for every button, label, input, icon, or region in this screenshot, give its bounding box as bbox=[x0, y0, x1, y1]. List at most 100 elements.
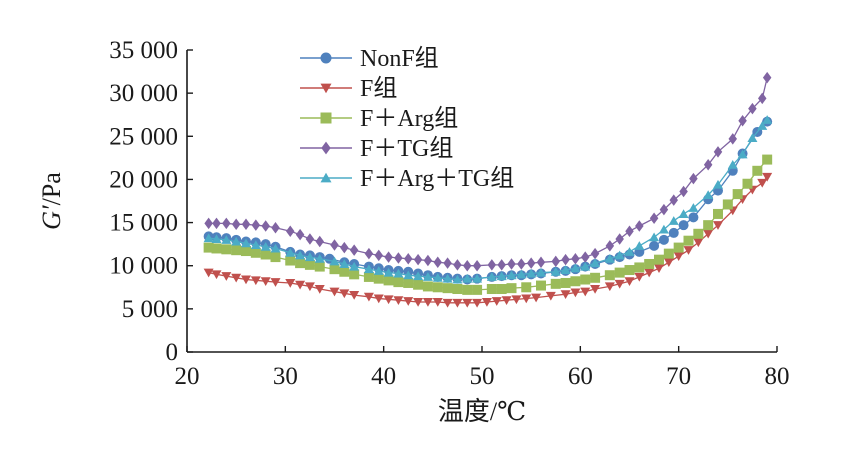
data-point bbox=[304, 282, 315, 292]
data-point bbox=[517, 258, 526, 270]
legend-entry: F＋Arg组 bbox=[300, 105, 458, 132]
data-point bbox=[673, 242, 684, 253]
data-point bbox=[624, 247, 635, 256]
data-point bbox=[349, 269, 360, 280]
data-point bbox=[590, 285, 601, 294]
x-tick-label: 30 bbox=[273, 363, 298, 390]
data-point bbox=[496, 284, 507, 295]
data-point bbox=[373, 294, 384, 304]
data-point bbox=[486, 284, 497, 295]
data-point bbox=[261, 220, 270, 232]
data-point bbox=[472, 298, 483, 308]
data-point bbox=[668, 227, 679, 238]
y-tick-label: 15 000 bbox=[109, 210, 178, 237]
data-point bbox=[678, 220, 689, 231]
data-point bbox=[393, 277, 404, 288]
data-point bbox=[285, 255, 296, 266]
data-point bbox=[422, 272, 433, 281]
data-point bbox=[260, 241, 271, 251]
data-point bbox=[211, 243, 222, 254]
data-point bbox=[713, 179, 723, 189]
data-point bbox=[521, 294, 532, 304]
data-point bbox=[757, 178, 768, 188]
legend-marker bbox=[320, 172, 332, 183]
data-point bbox=[349, 291, 360, 300]
data-point bbox=[251, 219, 261, 231]
data-point bbox=[443, 257, 452, 269]
data-point bbox=[231, 273, 242, 283]
data-point bbox=[614, 267, 625, 278]
data-point bbox=[305, 233, 315, 245]
legend-marker bbox=[320, 112, 332, 124]
data-point bbox=[271, 221, 280, 234]
data-point bbox=[762, 154, 773, 165]
data-point bbox=[453, 259, 462, 271]
series-3 bbox=[203, 154, 773, 295]
data-point bbox=[625, 225, 634, 237]
data-point bbox=[374, 249, 383, 262]
data-point bbox=[570, 276, 581, 287]
data-point bbox=[624, 265, 635, 276]
legend-entry: F＋TG组 bbox=[300, 135, 453, 162]
data-point bbox=[507, 258, 516, 270]
data-point bbox=[394, 252, 403, 264]
legend-entry: NonF组 bbox=[300, 45, 439, 72]
data-point bbox=[624, 277, 635, 286]
data-point bbox=[762, 172, 773, 182]
data-point bbox=[221, 244, 232, 255]
data-point bbox=[404, 253, 413, 265]
data-point bbox=[241, 238, 251, 248]
data-point bbox=[339, 266, 350, 277]
legend-label: NonF组 bbox=[360, 45, 439, 72]
data-point bbox=[260, 249, 271, 260]
data-point bbox=[231, 236, 242, 246]
legend: NonF组 F组 F＋Arg组 F＋TG组 F＋Arg＋TG组 bbox=[300, 45, 514, 192]
data-point bbox=[757, 121, 768, 130]
data-point bbox=[679, 185, 688, 198]
x-tick-label: 80 bbox=[765, 363, 790, 390]
data-point bbox=[363, 271, 374, 282]
data-point bbox=[212, 217, 221, 230]
data-point bbox=[304, 259, 315, 270]
data-point bbox=[231, 218, 241, 231]
data-point bbox=[506, 270, 517, 280]
data-point bbox=[668, 216, 679, 225]
legend-entry: F＋Arg＋TG组 bbox=[300, 165, 514, 192]
data-point bbox=[663, 248, 674, 259]
data-point bbox=[349, 244, 359, 256]
x-axis-label: 温度/℃ bbox=[438, 397, 526, 426]
data-point bbox=[604, 270, 615, 281]
data-point bbox=[654, 254, 664, 265]
data-point bbox=[570, 263, 581, 273]
data-point bbox=[703, 229, 714, 239]
data-point bbox=[732, 189, 743, 200]
data-point bbox=[472, 284, 483, 295]
data-point bbox=[496, 271, 507, 281]
data-point bbox=[728, 133, 737, 145]
data-point bbox=[491, 297, 502, 306]
data-point bbox=[295, 280, 306, 290]
data-point bbox=[614, 279, 625, 289]
data-point bbox=[526, 257, 536, 269]
data-point bbox=[762, 71, 772, 84]
data-point bbox=[384, 251, 393, 263]
data-point bbox=[678, 209, 689, 218]
data-point bbox=[340, 241, 349, 254]
data-point bbox=[688, 212, 699, 223]
data-point bbox=[614, 250, 625, 260]
data-point bbox=[713, 146, 723, 158]
x-tick-label: 50 bbox=[470, 363, 495, 390]
data-point bbox=[551, 255, 560, 268]
data-point bbox=[658, 234, 669, 245]
y-axis-label-symbol: G′ bbox=[37, 205, 66, 230]
data-point bbox=[221, 272, 232, 281]
data-point bbox=[314, 261, 325, 272]
y-tick-label: 5 000 bbox=[122, 296, 178, 323]
legend-entry: F组 bbox=[300, 75, 397, 102]
data-point bbox=[363, 264, 374, 274]
data-point bbox=[462, 284, 473, 295]
data-point bbox=[605, 240, 615, 252]
data-point bbox=[250, 247, 261, 258]
data-point bbox=[422, 281, 433, 292]
data-point bbox=[506, 283, 517, 294]
